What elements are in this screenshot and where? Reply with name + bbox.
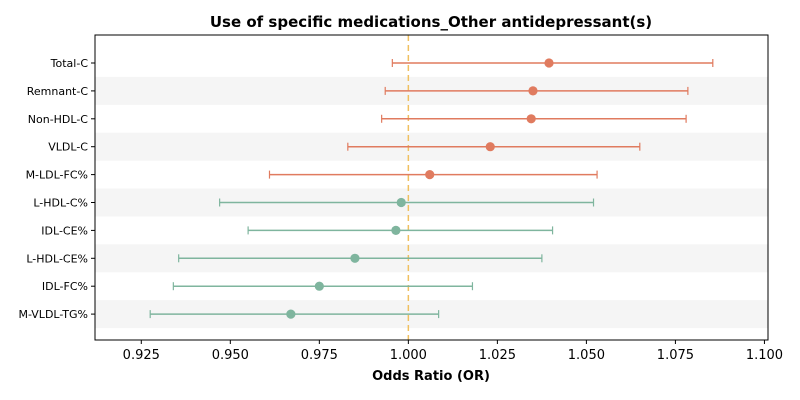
chart-title: Use of specific medications_Other antide… (210, 13, 652, 31)
or-point (314, 281, 324, 291)
y-tick-label: M-LDL-FC% (26, 169, 88, 182)
or-point (350, 253, 360, 263)
or-point (526, 114, 536, 124)
y-axis: Total-C Remnant-C Non-HDL-C VLDL-C M-LDL-FC%… (18, 57, 95, 321)
plot-frame (94, 34, 769, 341)
y-tick-label: M-VLDL-TG% (18, 308, 88, 321)
y-tick-label: IDL-FC% (42, 280, 88, 293)
x-tick-label: 0.950 (212, 348, 249, 363)
x-tick-label: 1.075 (657, 348, 694, 363)
y-tick-label: IDL-CE% (41, 224, 88, 237)
x-axis: 0.925 0.950 0.975 1.000 1.025 1.050 1.075 1.100 (123, 340, 783, 363)
x-tick-label: 1.100 (746, 348, 783, 363)
or-point (485, 142, 495, 152)
y-tick-label: VLDL-C (48, 141, 88, 154)
or-point (396, 197, 406, 208)
x-axis-label: Odds Ratio (OR) (372, 369, 490, 384)
or-point (425, 170, 435, 180)
or-point (544, 58, 554, 68)
odds-ratio-points-layer (286, 58, 554, 319)
x-tick-label: 0.925 (123, 348, 160, 363)
x-tick-label: 1.050 (568, 348, 605, 363)
y-tick-label: Total-C (50, 57, 89, 70)
y-tick-label: L-HDL-CE% (26, 252, 88, 265)
y-tick-label: Remnant-C (27, 85, 89, 98)
or-point (528, 86, 538, 96)
or-point (286, 309, 296, 319)
or-point (391, 225, 401, 235)
y-tick-label: L-HDL-C% (33, 197, 88, 210)
x-tick-label: 1.000 (390, 348, 427, 363)
y-tick-label: Non-HDL-C (28, 113, 89, 126)
x-tick-label: 0.975 (301, 348, 338, 363)
x-tick-label: 1.025 (479, 348, 516, 363)
